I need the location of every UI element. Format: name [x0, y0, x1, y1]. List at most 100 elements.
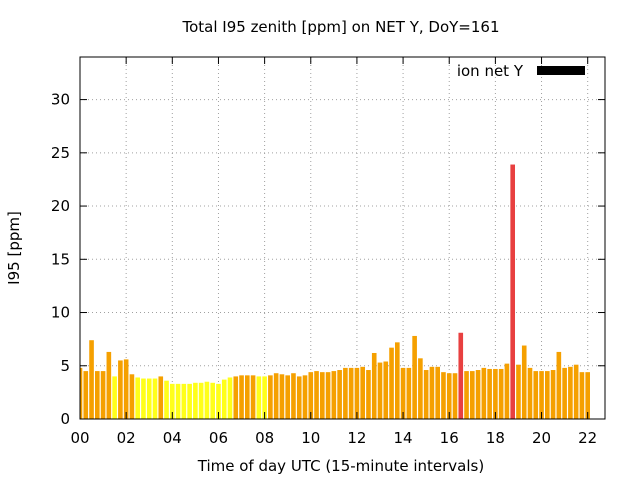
bar [158, 376, 164, 419]
bar [106, 351, 112, 419]
bar [568, 366, 573, 419]
bar [360, 366, 365, 419]
bar [221, 379, 227, 419]
bar [435, 366, 440, 419]
bar [545, 371, 550, 419]
bar [527, 367, 533, 419]
grid [80, 57, 605, 419]
bar [481, 367, 487, 419]
bar [112, 376, 117, 419]
x-tick-label: 14 [394, 429, 413, 447]
bar [118, 360, 123, 419]
x-tick-label: 12 [347, 429, 366, 447]
bar [279, 374, 285, 419]
bar [562, 367, 567, 419]
bar [429, 366, 435, 419]
bar [331, 371, 337, 419]
x-tick-label: 22 [578, 429, 597, 447]
bar [152, 378, 158, 419]
bar [423, 370, 429, 419]
bar [135, 377, 140, 419]
bar [418, 358, 423, 419]
y-tick-label: 25 [51, 144, 70, 162]
bar [141, 378, 146, 419]
bar [216, 383, 221, 419]
bar [83, 371, 89, 419]
bar [493, 368, 498, 419]
bar [366, 370, 371, 419]
y-tick-label: 0 [60, 410, 70, 428]
bar [250, 375, 256, 419]
bar [446, 373, 452, 419]
bar [146, 378, 152, 419]
bar [95, 371, 100, 419]
bar [487, 368, 492, 419]
bar [181, 383, 187, 419]
x-tick-label: 04 [163, 429, 182, 447]
x-tick-label: 18 [486, 429, 505, 447]
bar [245, 375, 250, 419]
bar [89, 340, 94, 419]
bar [170, 383, 175, 419]
y-tick-label: 20 [51, 197, 70, 215]
bar [204, 381, 210, 419]
bar [198, 382, 204, 419]
x-tick-label: 20 [532, 429, 551, 447]
bar [550, 370, 556, 419]
x-tick-label: 08 [255, 429, 274, 447]
bar [573, 364, 579, 419]
bar [100, 371, 106, 419]
bar [395, 342, 400, 419]
bar [533, 371, 539, 419]
bar [389, 347, 394, 419]
y-tick-label: 10 [51, 304, 70, 322]
bar [452, 373, 458, 419]
bar [193, 382, 198, 419]
y-tick-label: 15 [51, 250, 70, 268]
y-tick-label: 5 [60, 357, 70, 375]
axes: 0 5 10 15 20 25 30 00 02 04 06 08 10 12 14 16 18 20 22 [51, 56, 606, 447]
bar [314, 371, 319, 419]
bar [371, 352, 377, 419]
bar [510, 164, 515, 419]
legend-swatch [537, 66, 585, 75]
plot-frame [79, 56, 606, 420]
bar [412, 335, 417, 419]
x-axis-label: Time of day UTC (15-minute intervals) [197, 457, 484, 475]
x-tick-label: 00 [70, 429, 89, 447]
bar [470, 371, 475, 419]
bar [302, 375, 308, 419]
bar [239, 375, 244, 419]
bar [504, 363, 510, 419]
bar [233, 376, 239, 419]
x-tick-label: 16 [440, 429, 459, 447]
chart-title: Total I95 zenith [ppm] on NET Y, DoY=161 [181, 18, 499, 36]
bar [296, 376, 302, 419]
bar [175, 383, 181, 419]
legend-label: ion net Y [457, 62, 524, 80]
bar [475, 370, 481, 419]
bar [539, 371, 544, 419]
x-tick-label: 10 [301, 429, 320, 447]
bar [354, 367, 360, 419]
bar [164, 380, 169, 419]
bar [579, 372, 585, 419]
bar [227, 377, 233, 419]
bar [308, 372, 314, 419]
bar [262, 376, 267, 419]
bar [337, 370, 342, 419]
y-tick-label: 30 [51, 91, 70, 109]
y-axis-label: I95 [ppm] [5, 211, 23, 285]
x-tick-label: 02 [117, 429, 136, 447]
bar [129, 374, 135, 419]
bar [400, 367, 406, 419]
bar [556, 351, 562, 419]
bar [320, 372, 325, 419]
bar [441, 372, 446, 419]
bar [521, 345, 527, 419]
bar [285, 375, 290, 419]
bar [458, 332, 464, 419]
bar [516, 364, 521, 419]
bar [464, 371, 469, 419]
bar [210, 382, 215, 419]
